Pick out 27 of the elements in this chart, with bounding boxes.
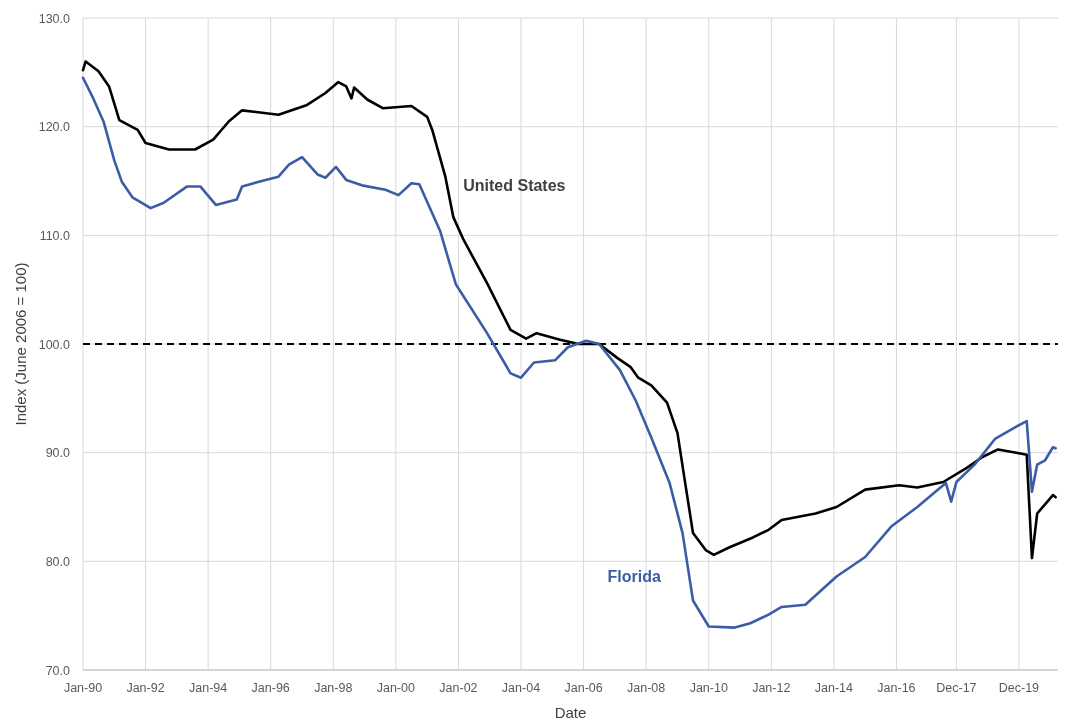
x-tick-label: Jan-10 [689, 681, 728, 695]
x-tick-label: Jan-16 [877, 681, 916, 695]
y-tick-label: 120.0 [38, 120, 71, 135]
x-tick-label: Jan-12 [752, 681, 791, 695]
y-axis-title: Index (June 2006 = 100) [12, 262, 29, 426]
y-tick-label: 90.0 [45, 446, 71, 461]
x-tick-label: Jan-14 [814, 681, 854, 695]
x-tick-label: Jan-94 [189, 681, 228, 695]
y-tick-label: 130.0 [38, 11, 71, 26]
y-tick-label: 70.0 [45, 663, 71, 678]
x-tick-label: Jan-98 [314, 681, 353, 695]
y-tick-label: 100.0 [38, 337, 71, 352]
x-tick-label: Dec-19 [998, 681, 1040, 695]
x-tick-label: Jan-04 [501, 681, 541, 695]
x-tick-label: Jan-02 [439, 681, 478, 695]
y-tick-label: 80.0 [45, 554, 71, 569]
series-label: Florida [607, 567, 661, 585]
x-tick-label: Jan-08 [627, 681, 666, 695]
x-tick-label: Dec-17 [936, 681, 977, 695]
x-tick-label: Jan-06 [564, 681, 603, 695]
series-label: United States [463, 176, 566, 194]
x-tick-label: Jan-92 [126, 681, 165, 695]
x-tick-label: Jan-00 [376, 681, 415, 695]
x-axis-title: Date [554, 704, 587, 721]
y-tick-label: 110.0 [39, 228, 71, 243]
x-tick-label: Jan-90 [63, 681, 103, 695]
x-tick-label: Jan-96 [251, 681, 290, 695]
